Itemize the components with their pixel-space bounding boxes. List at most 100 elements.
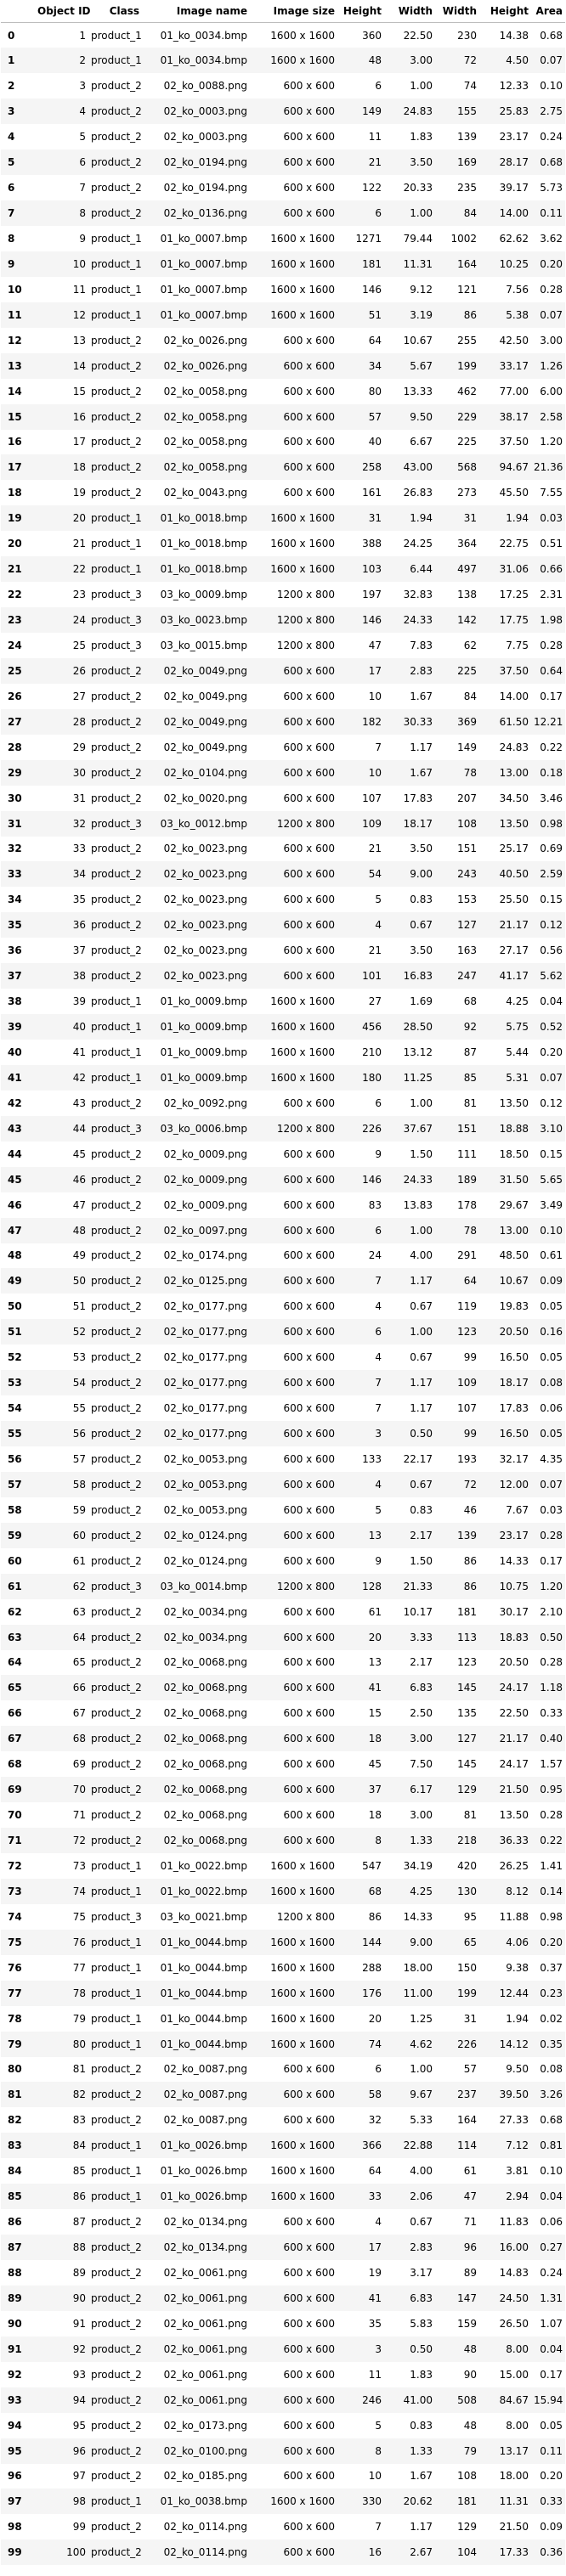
width-px-cell: 508	[457, 2393, 477, 2406]
height-px-cell: 18	[368, 1733, 382, 1745]
table-row: 56 57 product_2 02_ko_0053.png 600 x 600 133 2…	[1, 1446, 565, 1472]
width-px-cell: 74	[463, 80, 477, 93]
area-cell: 0.66	[540, 563, 563, 576]
image-name-cell: 02_ko_0026.png	[163, 359, 247, 372]
width-px-cell: 113	[457, 1631, 477, 1643]
width-rel-cell: 14.00	[499, 690, 529, 702]
image-size-cell: 1600 x 1600	[270, 1071, 335, 1084]
image-name-cell: 01_ko_0026.bmp	[160, 2139, 247, 2152]
height-rel-cell: 4.00	[410, 2165, 433, 2178]
height-rel-cell: 1.83	[410, 2368, 433, 2381]
width-rel-cell: 61.50	[499, 715, 529, 728]
image-name-cell: 01_ko_0026.bmp	[160, 2165, 247, 2178]
table-row: 6 7 product_2 02_ko_0194.png 600 x 600 122 20.…	[1, 175, 565, 200]
object-id-cell: 54	[72, 1377, 86, 1389]
image-name-cell: 02_ko_0068.png	[163, 1707, 247, 1720]
height-rel-cell: 10.17	[403, 1605, 433, 1618]
row-index: 81	[8, 2088, 22, 2101]
area-cell: 2.75	[540, 105, 563, 118]
height-rel-cell: 1.94	[410, 512, 433, 525]
object-id-cell: 34	[72, 868, 86, 881]
area-cell: 1.41	[540, 1859, 563, 1872]
object-id-cell: 64	[72, 1631, 86, 1643]
height-rel-cell: 9.67	[410, 2088, 433, 2101]
image-size-cell: 600 x 600	[283, 207, 335, 220]
object-id-cell: 22	[72, 563, 86, 576]
width-px-cell: 364	[457, 538, 477, 550]
row-index: 10	[8, 283, 22, 296]
class-cell: product_3	[91, 639, 142, 651]
row-index: 55	[8, 1428, 22, 1440]
height-rel-cell: 1.67	[410, 2470, 433, 2483]
area-cell: 0.03	[540, 1503, 563, 1516]
image-size-cell: 600 x 600	[283, 1275, 335, 1288]
image-name-cell: 02_ko_0177.png	[163, 1351, 247, 1364]
area-cell: 0.28	[540, 1656, 563, 1669]
image-size-cell: 1600 x 1600	[270, 2012, 335, 2025]
height-rel-cell: 0.83	[410, 2419, 433, 2432]
area-cell: 3.26	[540, 2088, 563, 2101]
class-cell: product_2	[91, 741, 142, 753]
width-rel-cell: 24.17	[499, 1682, 529, 1694]
height-px-cell: 5	[375, 893, 382, 906]
class-cell: product_1	[91, 257, 142, 270]
area-cell: 0.10	[540, 1224, 563, 1237]
object-id-cell: 43	[72, 1096, 86, 1109]
image-name-cell: 01_ko_0018.bmp	[160, 563, 247, 576]
object-id-cell: 48	[72, 1224, 86, 1237]
height-px-cell: 54	[368, 868, 382, 881]
width-rel-cell: 20.50	[499, 1656, 529, 1669]
height-rel-cell: 1.33	[410, 1835, 433, 1847]
row-index: 3	[8, 105, 15, 118]
object-id-cell: 81	[72, 2063, 86, 2076]
header-class: Class	[88, 0, 142, 23]
area-cell: 0.07	[540, 54, 563, 67]
height-px-cell: 21	[368, 944, 382, 957]
height-px-cell: 24	[368, 1249, 382, 1262]
area-cell: 21.36	[534, 461, 563, 474]
width-rel-cell: 10.25	[499, 257, 529, 270]
image-size-cell: 600 x 600	[283, 944, 335, 957]
image-name-cell: 02_ko_0023.png	[163, 893, 247, 906]
table-row: 76 77 product_1 01_ko_0044.bmp 1600 x 1600 28…	[1, 1955, 565, 1981]
class-cell: product_2	[91, 2114, 142, 2127]
object-id-cell: 27	[72, 690, 86, 702]
class-cell: product_2	[91, 1554, 142, 1567]
row-index: 92	[8, 2368, 22, 2381]
height-rel-cell: 6.83	[410, 2291, 433, 2304]
height-px-cell: 74	[368, 2038, 382, 2050]
width-px-cell: 225	[457, 664, 477, 677]
height-px-cell: 1271	[355, 232, 382, 245]
class-cell: product_1	[91, 1936, 142, 1948]
height-rel-cell: 1.00	[410, 1326, 433, 1339]
width-px-cell: 86	[463, 1554, 477, 1567]
width-rel-cell: 18.88	[499, 1122, 529, 1135]
table-row: 90 91 product_2 02_ko_0061.png 600 x 600 35 5.…	[1, 2311, 565, 2336]
width-rel-cell: 10.75	[499, 1580, 529, 1592]
width-px-cell: 145	[457, 1758, 477, 1771]
object-id-cell: 40	[72, 1021, 86, 1034]
row-index: 73	[8, 1885, 22, 1897]
object-id-cell: 70	[72, 1784, 86, 1796]
image-name-cell: 02_ko_0097.png	[163, 1224, 247, 1237]
width-px-cell: 92	[463, 1021, 477, 1034]
width-rel-cell: 12.44	[499, 1987, 529, 1999]
object-id-cell: 74	[72, 1885, 86, 1897]
height-rel-cell: 0.67	[410, 1478, 433, 1491]
table-row: 98 99 product_2 02_ko_0114.png 600 x 600 7 1.1…	[1, 2514, 565, 2539]
width-px-cell: 155	[457, 105, 477, 118]
width-rel-cell: 1.94	[506, 512, 529, 525]
row-index: 68	[8, 1758, 22, 1771]
image-name-cell: 02_ko_0058.png	[163, 461, 247, 474]
area-cell: 3.62	[540, 232, 563, 245]
height-px-cell: 146	[362, 283, 382, 296]
object-id-cell: 91	[72, 2317, 86, 2330]
image-size-cell: 1600 x 1600	[270, 283, 335, 296]
row-index: 41	[8, 1071, 22, 1084]
area-cell: 3.00	[540, 334, 563, 347]
table-row: 80 81 product_2 02_ko_0087.png 600 x 600 6 1.0…	[1, 2057, 565, 2083]
width-px-cell: 247	[457, 970, 477, 983]
object-id-cell: 44	[72, 1122, 86, 1135]
class-cell: product_2	[91, 385, 142, 397]
area-cell: 1.31	[540, 2291, 563, 2304]
